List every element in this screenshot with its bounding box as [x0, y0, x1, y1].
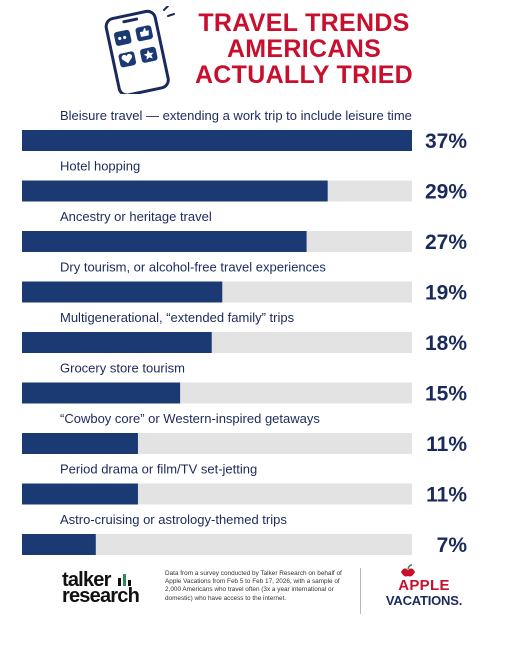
- category-label: Grocery store tourism: [60, 361, 185, 376]
- bar: [22, 382, 181, 404]
- title-line: ACTUALLY TRIED: [194, 61, 414, 89]
- bar: [22, 180, 328, 202]
- category-label: Astro-cruising or astrology-themed trips: [60, 512, 287, 527]
- bar: [22, 483, 138, 505]
- value-label: 27%: [425, 231, 467, 254]
- bar-track: [22, 534, 412, 555]
- bar: [22, 534, 96, 555]
- bar-chart-logo-icon: [118, 574, 131, 586]
- survey-note: Data from a survey conducted by Talker R…: [165, 570, 342, 602]
- talker-research-logo: talker research: [62, 569, 140, 607]
- value-label: 18%: [425, 332, 467, 355]
- value-label: 11%: [426, 433, 467, 456]
- apple-vacations-logo: APPLE VACATIONS.: [385, 577, 463, 608]
- bar: [22, 130, 412, 151]
- category-label: Dry tourism, or alcohol-free travel expe…: [60, 260, 326, 275]
- title-line: AMERICANS: [226, 35, 382, 63]
- value-label: 15%: [425, 383, 467, 406]
- category-label: Multigenerational, “extended family” tri…: [60, 310, 295, 325]
- bar: [22, 332, 212, 353]
- chart-title: TRAVEL TRENDS AMERICANS ACTUALLY TRIED: [186, 10, 422, 88]
- title-line: TRAVEL TRENDS: [198, 9, 410, 37]
- phone-with-social-icons-icon: [104, 6, 175, 94]
- category-label: Bleisure travel — extending a work trip …: [60, 108, 412, 123]
- category-label: Period drama or film/TV set-jetting: [60, 462, 257, 477]
- value-label: 11%: [426, 484, 467, 507]
- value-label: 37%: [425, 130, 467, 153]
- value-label: 29%: [425, 181, 467, 204]
- category-label: Ancestry or heritage travel: [60, 209, 212, 224]
- footer: talker research Data from a survey condu…: [0, 562, 507, 622]
- bar: [22, 433, 138, 454]
- bar: [22, 231, 307, 252]
- value-label: 19%: [425, 282, 467, 305]
- category-label: “Cowboy core” or Western-inspired getawa…: [60, 411, 320, 426]
- bar: [22, 281, 223, 303]
- value-label: 7%: [437, 534, 468, 557]
- apple-logo-icon: [401, 564, 415, 577]
- bar-chart: Bleisure travel — extending a work trip …: [22, 108, 468, 557]
- category-label: Hotel hopping: [60, 159, 140, 174]
- footer-divider: [360, 568, 361, 614]
- header: TRAVEL TRENDS AMERICANS ACTUALLY TRIED: [0, 0, 507, 100]
